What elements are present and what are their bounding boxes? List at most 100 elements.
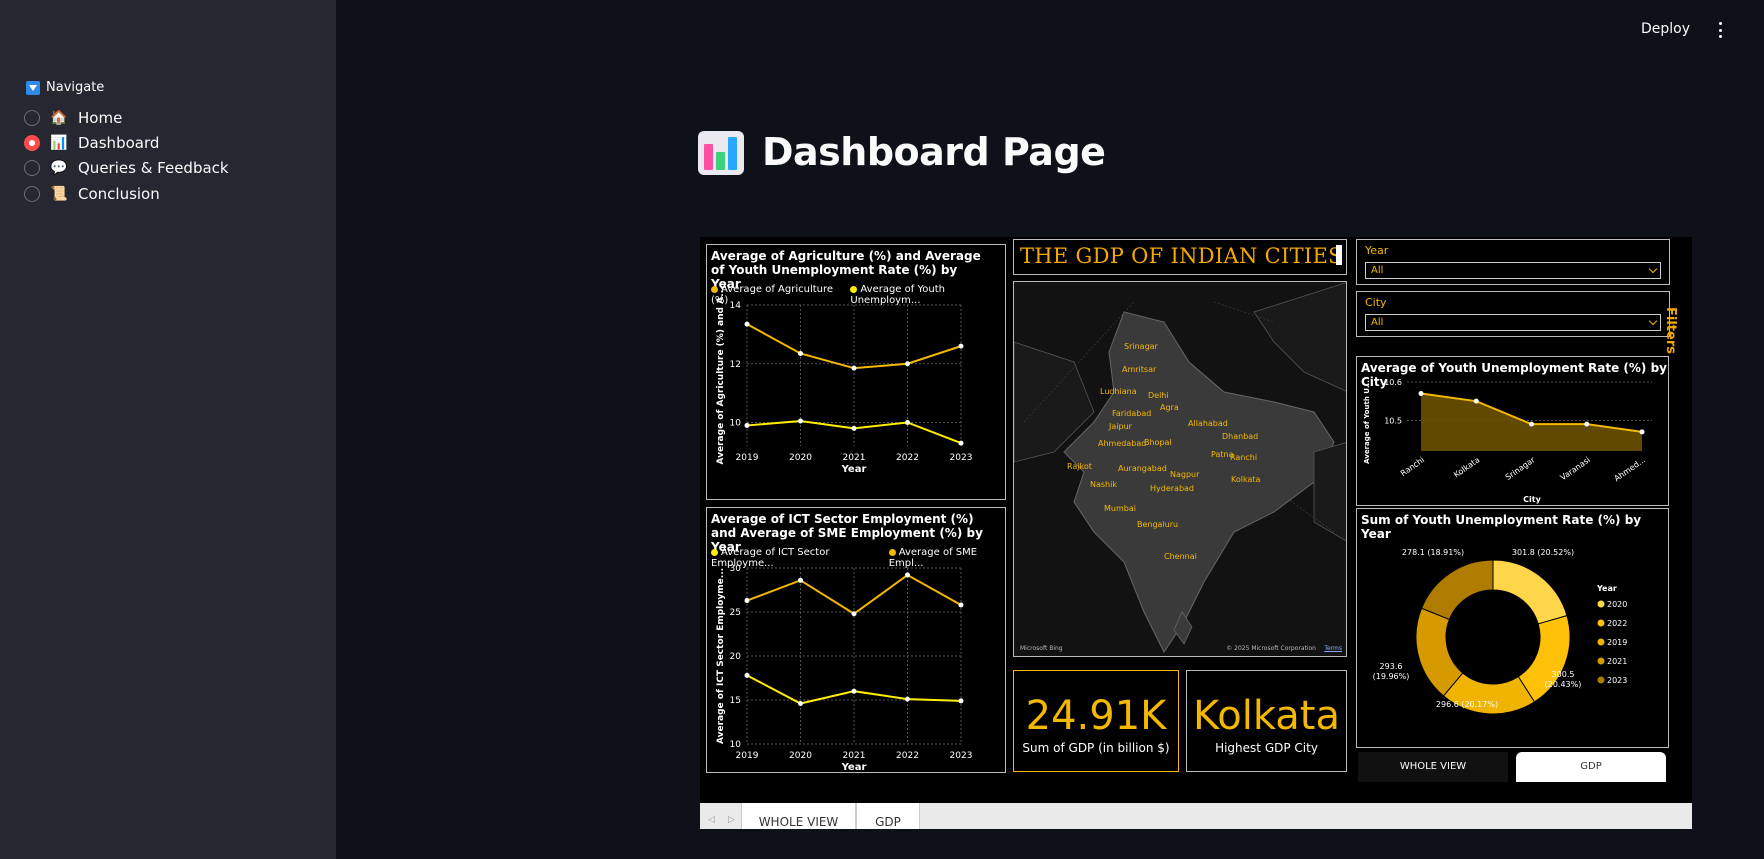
data-label: (20.43%): [1545, 680, 1582, 689]
legend-marker: [1597, 657, 1605, 665]
map-city-label[interactable]: Chennai: [1164, 552, 1197, 561]
legend-item: Average of SME Empl...: [888, 547, 978, 569]
x-tick-label: 2020: [789, 751, 812, 761]
x-axis-title: Year: [841, 762, 867, 773]
data-point: [1473, 398, 1479, 404]
map-city-label[interactable]: Ranchi: [1230, 453, 1258, 462]
page-tab-gdp[interactable]: GDP: [856, 803, 920, 829]
kpi-city-card: Kolkata Highest GDP City: [1186, 670, 1347, 772]
legend-item: 2021: [1607, 657, 1627, 666]
triangle-down-icon: [26, 80, 40, 95]
map-city-label[interactable]: Amritsar: [1122, 365, 1157, 374]
map-city-label[interactable]: Kolkata: [1231, 475, 1261, 484]
x-tick-label: 2023: [950, 751, 973, 761]
data-label: 300.5: [1552, 670, 1575, 679]
radio-button-selected[interactable]: [24, 135, 40, 151]
ict-sme-line-chart: Average of ICT Sector Employment (%) and…: [706, 507, 1006, 773]
city-filter: City All: [1356, 291, 1670, 337]
navigate-label: Navigate: [46, 80, 105, 95]
radio-button[interactable]: [24, 160, 40, 176]
map-city-label[interactable]: Patna: [1211, 450, 1234, 459]
bar-chart-icon: 📊: [50, 135, 68, 151]
data-point: [1418, 391, 1424, 396]
x-tick-label: Kolkata: [1452, 455, 1481, 479]
youth-by-year-donut: Sum of Youth Unemployment Rate (%) by Ye…: [1356, 508, 1669, 748]
map-city-label[interactable]: Faridabad: [1112, 409, 1152, 418]
bar-chart-icon: [698, 131, 744, 175]
map-city-label[interactable]: Dhanbad: [1222, 432, 1259, 441]
radio-button[interactable]: [24, 186, 40, 202]
x-axis-title: Year: [841, 464, 867, 475]
map-city-label[interactable]: Bhopal: [1144, 438, 1172, 447]
map-city-label[interactable]: Srinagar: [1124, 342, 1158, 351]
map-city-label[interactable]: Nagpur: [1170, 470, 1200, 479]
chart-title: Sum of Youth Unemployment Rate (%) by Ye…: [1361, 513, 1642, 541]
legend-item: Average of Youth Unemploym...: [850, 284, 945, 306]
x-tick-label: 2022: [896, 453, 919, 463]
map-city-label[interactable]: Bengaluru: [1137, 520, 1179, 529]
deploy-button[interactable]: Deploy: [1641, 21, 1691, 37]
data-point: [851, 611, 857, 617]
map-city-label[interactable]: Ludhiana: [1100, 387, 1137, 396]
data-point: [744, 321, 750, 327]
radio-button[interactable]: [24, 110, 40, 126]
map-city-label[interactable]: Aurangabad: [1118, 464, 1167, 473]
year-filter-label: Year: [1365, 244, 1389, 257]
series-line: [746, 420, 962, 444]
map-city-label[interactable]: Allahabad: [1188, 419, 1228, 428]
donut-slice: [1492, 559, 1568, 625]
chart-svg: 301.8 (20.52%) 300.5(20.43%) 296.6 (20.17%…: [1373, 548, 1627, 715]
map-city-label[interactable]: Mumbai: [1104, 504, 1136, 513]
india-map[interactable]: Srinagar Amritsar Ludhiana Delhi Agra Faridab…: [1013, 281, 1347, 657]
prev-page-icon[interactable]: ◁: [708, 815, 715, 825]
gdp-title: THE GDP OF INDIAN CITIES: [1020, 244, 1343, 268]
y-tick-label: 15: [730, 696, 741, 706]
map-terms-link[interactable]: Terms: [1324, 645, 1342, 652]
gdp-button[interactable]: GDP: [1516, 752, 1666, 782]
city-filter-label: City: [1365, 296, 1387, 309]
chevron-down-icon: [1648, 264, 1658, 274]
legend-marker: [1597, 619, 1605, 627]
data-point: [851, 425, 857, 431]
nav-radio-conclusion[interactable]: 📜 Conclusion: [24, 185, 160, 203]
next-page-icon[interactable]: ▷: [728, 815, 735, 825]
page-tab-whole-view[interactable]: WHOLE VIEW: [741, 803, 856, 829]
map-credit: Microsoft Bing: [1020, 645, 1063, 652]
y-tick-label: 14: [730, 301, 742, 311]
y-tick-label: 10.6: [1384, 378, 1402, 387]
legend-item: Average of ICT Sector Employme...: [711, 547, 830, 569]
y-tick-label: 12: [730, 360, 741, 370]
map-city-label[interactable]: Nashik: [1090, 480, 1117, 489]
y-tick-label: 25: [730, 608, 741, 618]
legend-marker: [1597, 676, 1605, 684]
data-point: [1584, 421, 1590, 427]
data-label: 301.8 (20.52%): [1512, 548, 1574, 557]
nav-radio-queries[interactable]: 💬 Queries & Feedback: [24, 159, 229, 177]
city-filter-select[interactable]: All: [1365, 314, 1661, 331]
data-point: [744, 672, 750, 678]
x-tick-label: 2021: [843, 751, 866, 761]
x-tick-label: 2023: [950, 453, 973, 463]
data-point: [905, 420, 910, 425]
kpi-city-label: Highest GDP City: [1215, 741, 1318, 755]
map-city-label[interactable]: Delhi: [1148, 391, 1169, 400]
x-tick-label: Varanasi: [1559, 455, 1592, 482]
nav-radio-dashboard[interactable]: 📊 Dashboard: [24, 134, 159, 152]
map-city-label[interactable]: Ahmedabad: [1098, 439, 1147, 448]
map-city-label[interactable]: Rajkot: [1067, 462, 1092, 471]
nav-label-dashboard: Dashboard: [78, 134, 160, 152]
map-city-label[interactable]: Hyderabad: [1150, 484, 1194, 493]
year-filter-select[interactable]: All: [1365, 262, 1661, 279]
legend-item: 2019: [1607, 638, 1627, 647]
filters-pane-toggle[interactable]: Filters: [1663, 247, 1692, 357]
data-point: [958, 698, 964, 704]
map-city-label[interactable]: Agra: [1160, 403, 1179, 412]
nav-radio-home[interactable]: 🏠 Home: [24, 109, 122, 127]
whole-view-button[interactable]: WHOLE VIEW: [1358, 752, 1508, 782]
main-menu-icon[interactable]: [1714, 22, 1726, 38]
data-point: [1529, 421, 1534, 427]
map-svg: [1014, 282, 1346, 656]
map-city-label[interactable]: Jaipur: [1109, 422, 1132, 431]
legend-marker: [1597, 600, 1605, 608]
